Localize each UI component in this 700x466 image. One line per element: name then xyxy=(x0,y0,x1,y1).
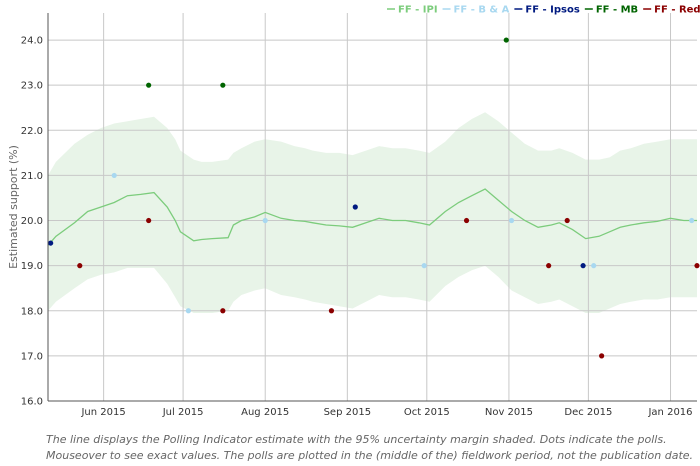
poll-point-ff-ipsos[interactable] xyxy=(48,240,54,246)
poll-point-ff-b-a[interactable] xyxy=(689,217,695,224)
estimate-line-layer xyxy=(47,188,697,246)
poll-point-ff-red-c[interactable] xyxy=(546,263,552,269)
poll-point-ff-red-c[interactable] xyxy=(77,263,83,269)
x-tick-label: Oct 2015 xyxy=(404,407,450,418)
x-tick-label: Dec 2015 xyxy=(564,407,612,418)
y-tick-label: 20.0 xyxy=(21,216,43,227)
chart-caption: The line displays the Polling Indicator … xyxy=(46,433,694,462)
x-tick-label: Nov 2015 xyxy=(485,407,533,418)
poll-point-ff-red-c[interactable] xyxy=(328,308,335,314)
legend-item-ff-ipi[interactable]: FF - IPI xyxy=(398,5,438,16)
poll-point-ff-ipsos[interactable] xyxy=(580,263,586,269)
x-tick-label: Sep 2015 xyxy=(324,407,371,418)
poll-point-ff-red-c[interactable] xyxy=(463,217,470,224)
y-tick-label: 19.0 xyxy=(21,261,43,272)
poll-point-ff-red-c[interactable] xyxy=(220,308,226,314)
axes: 16.0 17.0 18.0 19.0 20.0 21.0 22.0 23.0 24.0 Jun … xyxy=(7,13,697,418)
legend-item-ff-ipsos[interactable]: FF - Ipsos xyxy=(525,5,579,16)
poll-point-ff-red-c[interactable] xyxy=(146,217,152,224)
y-tick-label: 17.0 xyxy=(21,351,43,362)
legend-item-ff-red-c[interactable]: FF - Red C xyxy=(654,5,700,16)
x-tick-label: Jan 2016 xyxy=(647,407,692,418)
y-axis-label: Estimated support (%) xyxy=(7,145,20,269)
y-tick-label: 18.0 xyxy=(21,306,43,317)
poll-point-ff-red-c[interactable] xyxy=(694,263,700,269)
poll-point-ff-b-a[interactable] xyxy=(111,172,117,179)
x-tick-label: Jul 2015 xyxy=(162,407,204,418)
x-tick-label: Jun 2015 xyxy=(80,407,125,418)
y-tick-label: 24.0 xyxy=(21,36,43,47)
poll-point-ff-mb[interactable] xyxy=(146,82,152,88)
y-tick-label: 16.0 xyxy=(21,397,43,408)
estimate-line xyxy=(47,188,697,246)
uncertainty-band xyxy=(48,112,697,313)
x-tick-label: Aug 2015 xyxy=(241,407,289,418)
poll-point-ff-b-a[interactable] xyxy=(421,263,427,269)
y-tick-label: 22.0 xyxy=(21,126,43,137)
poll-point-ff-b-a[interactable] xyxy=(591,263,597,269)
y-tick-label: 23.0 xyxy=(21,81,43,92)
poll-point-ff-b-a[interactable] xyxy=(185,308,191,314)
poll-point-ff-red-c[interactable] xyxy=(599,353,605,359)
legend-item-ff-mb[interactable]: FF - MB xyxy=(596,5,638,16)
y-tick-label: 21.0 xyxy=(21,171,43,182)
uncertainty-band-layer xyxy=(48,112,697,313)
chart-legend: FF - IPI FF - B & A FF - Ipsos FF - MB FF - … xyxy=(387,5,700,16)
legend-item-ff-b-a[interactable]: FF - B & A xyxy=(454,5,510,16)
poll-points xyxy=(48,37,700,359)
poll-point-ff-mb[interactable] xyxy=(503,37,509,43)
poll-point-ff-mb[interactable] xyxy=(220,82,226,88)
poll-point-ff-ipsos[interactable] xyxy=(352,204,358,210)
poll-point-ff-red-c[interactable] xyxy=(564,217,570,224)
polling-chart: FF - IPI FF - B & A FF - Ipsos FF - MB FF - … xyxy=(7,5,700,419)
poll-point-ff-b-a[interactable] xyxy=(262,217,268,224)
poll-point-ff-b-a[interactable] xyxy=(508,217,515,224)
